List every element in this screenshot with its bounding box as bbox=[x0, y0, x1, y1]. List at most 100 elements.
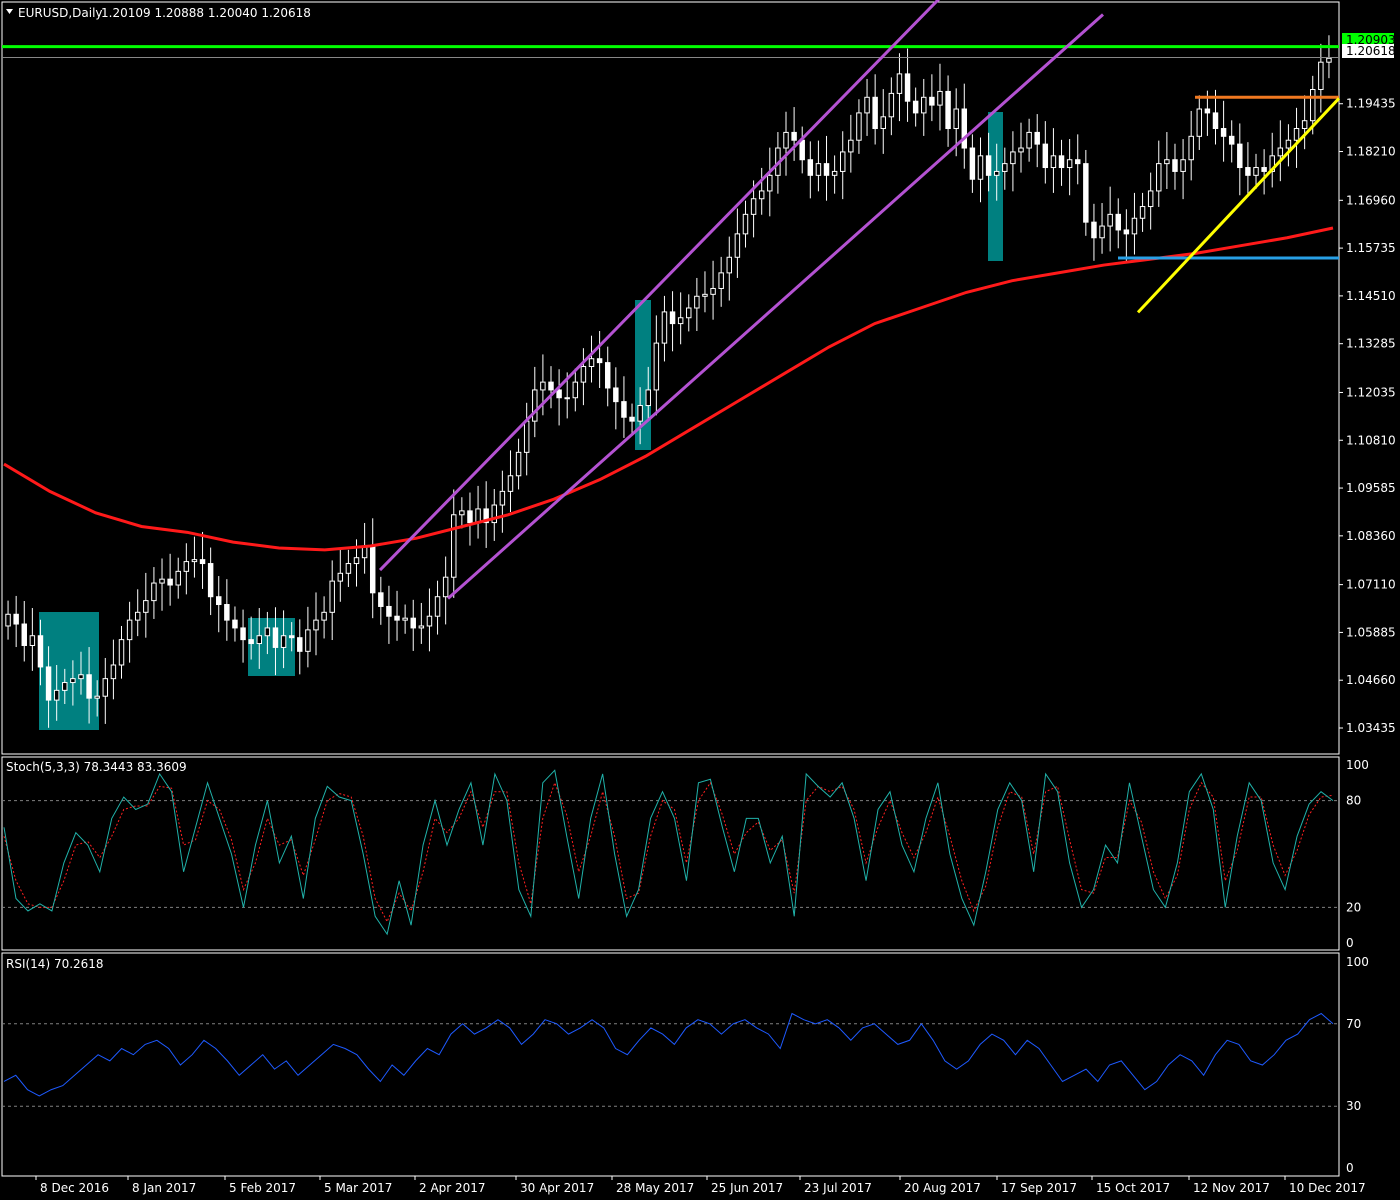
candle-body bbox=[280, 635, 287, 648]
candle-body bbox=[540, 381, 546, 391]
candle-body bbox=[134, 611, 141, 621]
date-axis-label: 30 Apr 2017 bbox=[520, 1181, 594, 1195]
moving-average-line bbox=[3, 226, 1334, 552]
candle-body bbox=[758, 190, 765, 200]
candle-body bbox=[232, 619, 238, 629]
candle-body bbox=[86, 674, 92, 699]
candle-body bbox=[62, 682, 68, 691]
candle-body bbox=[110, 664, 117, 680]
candle-body bbox=[467, 510, 473, 524]
candle-body bbox=[216, 596, 222, 606]
candle-body bbox=[313, 619, 319, 631]
candle-body bbox=[305, 629, 311, 652]
candle-body bbox=[199, 559, 206, 565]
stoch-axis-label: 80 bbox=[1346, 794, 1361, 808]
price-axis-label: 1.07110 bbox=[1346, 578, 1396, 592]
candle-body bbox=[799, 139, 805, 161]
highlight-box bbox=[248, 618, 295, 676]
price-pane[interactable] bbox=[2, 0, 1341, 730]
candle-body bbox=[807, 159, 814, 176]
candle-body bbox=[548, 381, 554, 391]
candle-body bbox=[929, 96, 935, 106]
candle-body bbox=[580, 366, 587, 383]
candle-body bbox=[613, 387, 619, 403]
candle-body bbox=[1123, 229, 1130, 235]
date-axis-label: 28 May 2017 bbox=[616, 1181, 694, 1195]
rsi-axis-label: 100 bbox=[1346, 955, 1369, 969]
chart-menu-triangle-icon[interactable] bbox=[6, 9, 13, 14]
candle-body bbox=[70, 678, 76, 684]
date-axis-label: 23 Jul 2017 bbox=[804, 1181, 872, 1195]
price-axis-label: 1.19435 bbox=[1346, 97, 1396, 111]
candle-body bbox=[718, 272, 724, 289]
rsi-pane-label: RSI(14) 70.2618 bbox=[6, 957, 104, 971]
highlight-box bbox=[988, 112, 1003, 261]
candle-body bbox=[953, 108, 959, 130]
candle-body bbox=[726, 256, 733, 274]
price-axis-label: 1.10810 bbox=[1346, 433, 1396, 447]
candle-body bbox=[1131, 217, 1138, 235]
candle-body bbox=[815, 163, 822, 176]
rsi-pane-frame bbox=[1, 952, 1340, 1177]
candle-body bbox=[507, 475, 514, 492]
candle-body bbox=[337, 572, 344, 582]
candle-body bbox=[45, 666, 52, 701]
candle-body bbox=[588, 358, 595, 368]
candle-body bbox=[872, 96, 878, 130]
candle-body bbox=[710, 287, 716, 295]
symbol-label: EURUSD,Daily bbox=[18, 6, 103, 20]
candle-body bbox=[532, 389, 538, 422]
candle-body bbox=[459, 510, 465, 516]
candle-body bbox=[321, 611, 327, 621]
price-axis-label: 1.08360 bbox=[1346, 529, 1396, 543]
candle-body bbox=[1172, 159, 1178, 172]
candle-body bbox=[78, 674, 84, 680]
candle-body bbox=[264, 627, 271, 637]
current-price-tag-text: 1.20618 bbox=[1346, 44, 1396, 58]
ohlc-readout: 1.20109 1.20888 1.20040 1.20618 bbox=[101, 6, 311, 20]
candle-body bbox=[248, 639, 254, 645]
candle-body bbox=[1245, 167, 1251, 176]
candle-body bbox=[1156, 163, 1162, 192]
candle-body bbox=[1326, 57, 1332, 63]
candle-body bbox=[621, 401, 627, 418]
candle-body bbox=[686, 307, 692, 319]
candle-body bbox=[1318, 61, 1324, 90]
stoch-axis-label: 100 bbox=[1346, 758, 1369, 772]
channel-upper-line bbox=[378, 0, 941, 572]
channel-lower-line bbox=[447, 13, 1104, 600]
candle-body bbox=[572, 381, 579, 399]
rsi-axis-label: 30 bbox=[1346, 1099, 1361, 1113]
date-axis-label: 8 Jan 2017 bbox=[132, 1181, 196, 1195]
candle-body bbox=[118, 639, 125, 666]
candle-body bbox=[1139, 206, 1146, 219]
candle-body bbox=[1034, 131, 1040, 145]
candle-body bbox=[564, 397, 570, 400]
date-axis-label: 2 Apr 2017 bbox=[419, 1181, 486, 1195]
rsi-line bbox=[3, 1012, 1334, 1097]
candle-body bbox=[102, 678, 109, 697]
candle-body bbox=[1253, 167, 1259, 176]
candle-body bbox=[677, 317, 684, 325]
candle-body bbox=[840, 151, 846, 172]
price-axis-label: 1.12035 bbox=[1346, 385, 1396, 399]
candle-body bbox=[1301, 120, 1308, 130]
stoch-pane-label: Stoch(5,3,3) 78.3443 83.3609 bbox=[6, 760, 187, 774]
candle-body bbox=[653, 342, 660, 391]
candle-body bbox=[369, 545, 376, 594]
stoch-pane[interactable] bbox=[2, 769, 1339, 936]
candle-body bbox=[1018, 147, 1024, 153]
rsi-axis-label: 70 bbox=[1346, 1017, 1361, 1031]
price-axis-label: 1.16960 bbox=[1346, 193, 1396, 207]
candle-body bbox=[1228, 135, 1235, 145]
candle-body bbox=[904, 73, 911, 102]
candle-body bbox=[1042, 143, 1049, 169]
candle-body bbox=[29, 635, 36, 646]
candle-body bbox=[37, 635, 44, 668]
green-level-tag-text: 1.20903 bbox=[1346, 33, 1396, 47]
date-axis-label: 5 Feb 2017 bbox=[229, 1181, 296, 1195]
green-level-tag bbox=[1342, 33, 1394, 47]
candle-body bbox=[985, 155, 992, 176]
candle-body bbox=[1237, 143, 1243, 169]
rsi-pane[interactable] bbox=[2, 1012, 1339, 1107]
